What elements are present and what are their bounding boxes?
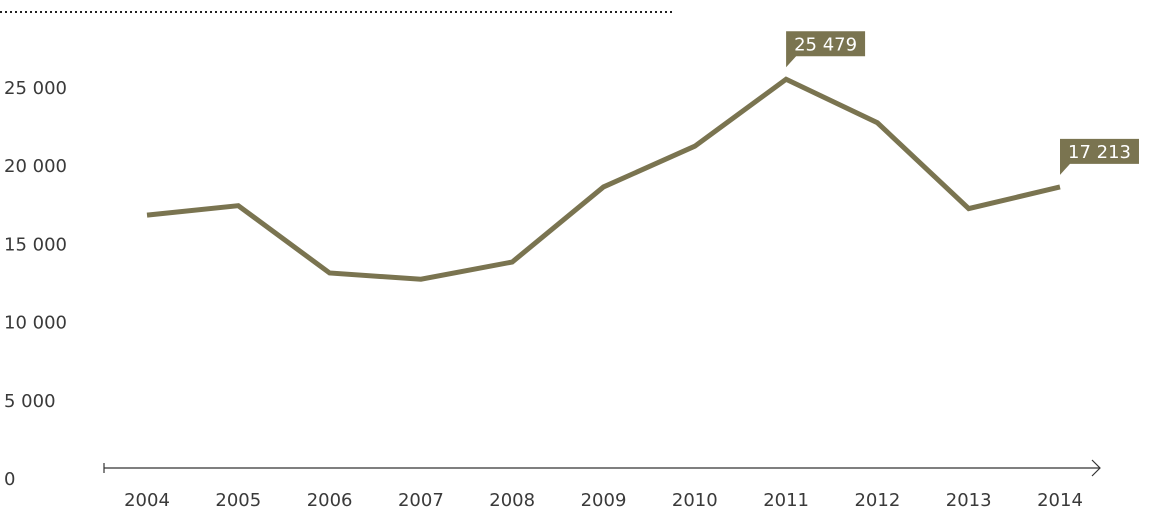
x-axis-arrow (1091, 459, 1101, 477)
y-tick-label: 10 000 (4, 313, 67, 334)
y-axis-tick-labels: 0 5 000 10 000 15 000 20 000 25 000 (4, 78, 67, 490)
x-tick-label: 2004 (124, 490, 170, 510)
x-tick-label: 2014 (1037, 490, 1083, 510)
y-tick-label: 25 000 (4, 78, 67, 99)
value-callout-label: 17 213 (1068, 142, 1131, 163)
value-callout-box (1060, 138, 1139, 175)
x-axis-tick-labels: 2004 2005 2006 2007 2008 2009 2010 2011 2012 2013… (124, 490, 1083, 510)
x-tick-label: 2008 (489, 490, 535, 510)
x-tick-label: 2010 (672, 490, 718, 510)
x-tick-label: 2006 (307, 490, 353, 510)
y-tick-label: 15 000 (4, 234, 67, 255)
data-callouts: 25 479 17 213 (786, 31, 1139, 175)
x-tick-label: 2013 (946, 490, 992, 510)
value-callout: 17 213 (1060, 138, 1139, 175)
y-tick-label: 20 000 (4, 156, 67, 177)
x-tick-label: 2007 (398, 490, 444, 510)
series-group (146, 76, 1061, 282)
x-tick-label: 2005 (215, 490, 261, 510)
y-tick-label: 0 (4, 469, 15, 490)
value-callout: 25 479 (786, 31, 866, 68)
x-tick-label: 2012 (854, 490, 900, 510)
series-line (146, 76, 1061, 282)
value-callout-label: 25 479 (794, 34, 857, 55)
x-tick-label: 2011 (763, 490, 809, 510)
y-tick-label: 5 000 (4, 391, 56, 412)
x-tick-label: 2009 (581, 490, 627, 510)
value-callout-box (786, 31, 866, 68)
x-axis (103, 459, 1101, 477)
